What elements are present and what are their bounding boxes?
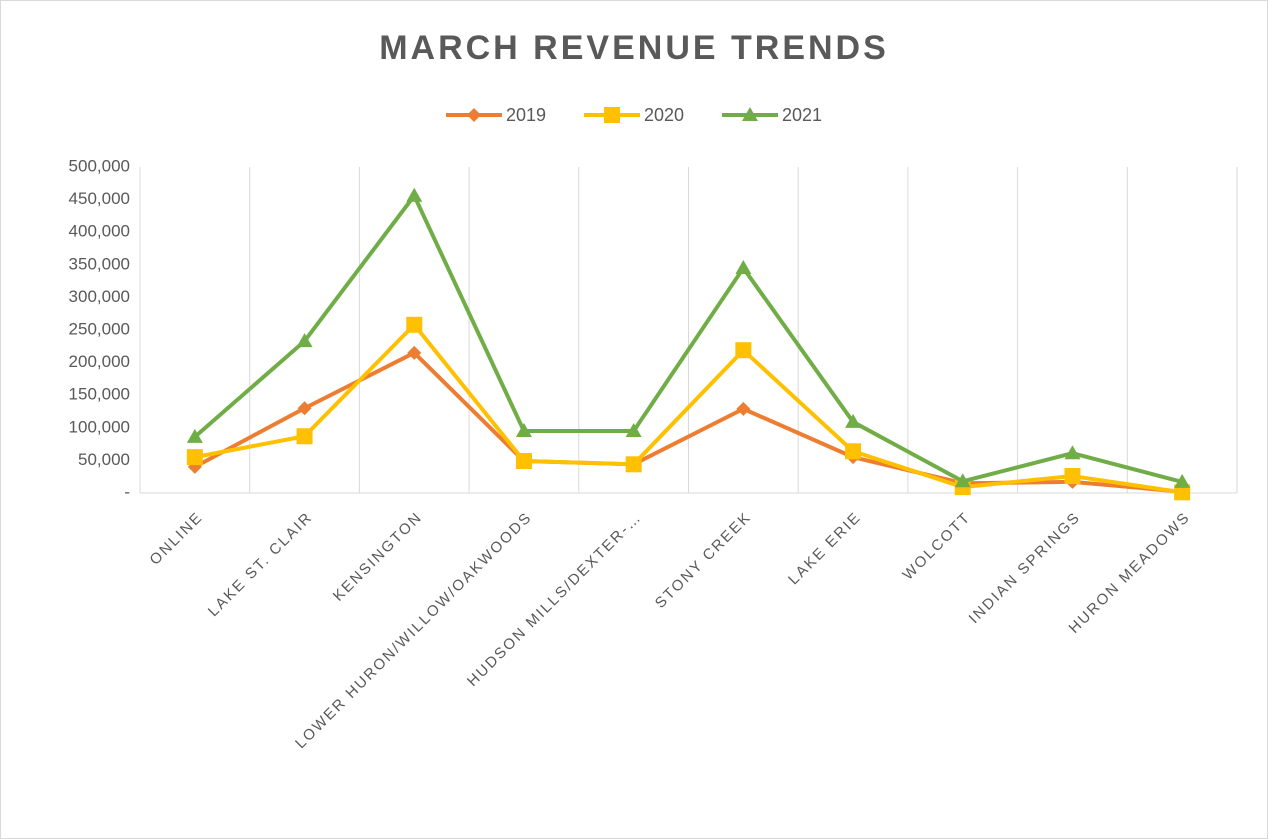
marker: [186, 449, 203, 466]
marker: [515, 453, 532, 470]
legend-label: 2021: [782, 105, 822, 125]
legend-label: 2019: [506, 105, 546, 125]
marker: [467, 108, 481, 122]
marker: [1174, 473, 1191, 488]
y-tick-label: 350,000: [69, 254, 130, 273]
marker: [186, 428, 203, 443]
y-tick-label: 150,000: [69, 385, 130, 404]
marker: [406, 187, 423, 202]
marker: [845, 443, 862, 460]
legend-label: 2020: [644, 105, 684, 125]
marker: [735, 342, 752, 359]
marker: [406, 316, 423, 333]
y-tick-label: 250,000: [69, 319, 130, 338]
marker: [742, 107, 758, 121]
marker: [407, 345, 422, 360]
marker: [735, 260, 752, 275]
marker: [625, 456, 642, 473]
y-tick-label: 300,000: [69, 287, 130, 306]
chart-title: MARCH REVENUE TRENDS: [379, 29, 889, 67]
marker: [625, 423, 642, 438]
marker: [1064, 445, 1081, 460]
y-tick-label: 450,000: [69, 189, 130, 208]
line: [194, 322, 1183, 495]
marker: [604, 107, 620, 123]
y-tick-label: 50,000: [78, 450, 130, 469]
marker: [845, 413, 862, 428]
y-tick-label: 400,000: [69, 222, 130, 241]
marker: [1174, 484, 1191, 501]
marker: [736, 401, 751, 416]
marker: [296, 333, 313, 348]
marker: [954, 473, 971, 488]
y-tick-label: 100,000: [69, 417, 130, 436]
y-tick-label: 500,000: [69, 156, 130, 175]
marker: [1064, 468, 1081, 485]
marker: [296, 428, 313, 445]
marker: [515, 423, 532, 438]
marker: [297, 401, 312, 416]
y-tick-label: -: [124, 482, 130, 501]
line: [193, 193, 1183, 484]
y-tick-label: 200,000: [69, 352, 130, 371]
